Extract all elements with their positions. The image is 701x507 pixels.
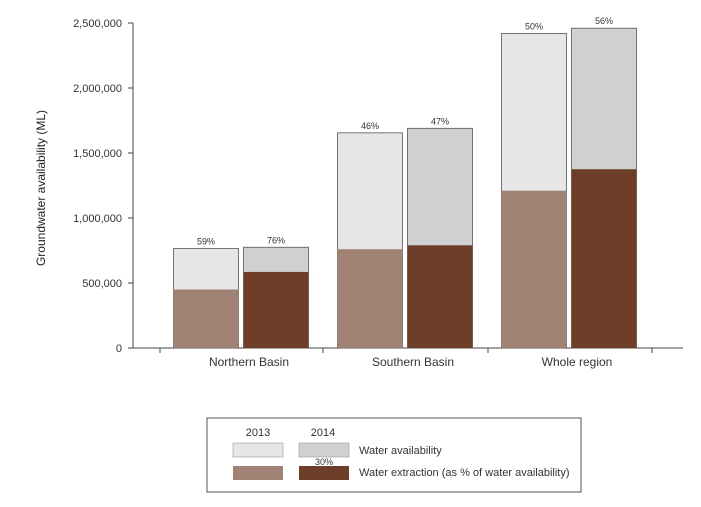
extraction-pct-label: 50% xyxy=(525,21,543,31)
y-tick-label: 1,500,000 xyxy=(73,148,122,160)
bar-extraction-2014 xyxy=(243,271,309,348)
legend-swatch-availability-2013 xyxy=(232,442,284,458)
legend: 2013 2014 Water availability 30% Water e… xyxy=(206,417,582,493)
x-axis: Northern Basin Southern Basin Whole region xyxy=(133,347,683,369)
extraction-pct-label: 56% xyxy=(595,16,613,26)
legend-year-2013: 2013 xyxy=(246,427,270,439)
bars-group: 59% 76% 46% 47% 50% 56% xyxy=(173,16,637,349)
bar-extraction-2013 xyxy=(337,249,403,348)
x-category-label: Northern Basin xyxy=(209,355,289,369)
legend-extraction-label: Water extraction (as % of water availabi… xyxy=(359,467,570,479)
extraction-pct-label: 76% xyxy=(267,235,285,245)
extraction-pct-label: 46% xyxy=(361,121,379,131)
legend-swatch-availability-2014 xyxy=(298,442,350,458)
legend-availability-label: Water availability xyxy=(359,445,442,457)
bar-extraction-2013 xyxy=(173,289,239,348)
y-tick-label: 0 xyxy=(116,343,122,355)
legend-swatch-extraction-2013 xyxy=(233,466,283,480)
bar-extraction-2013 xyxy=(501,190,567,348)
y-axis-label: Groundwater availability (ML) xyxy=(34,110,48,266)
legend-swatch-extraction-2014 xyxy=(299,466,349,480)
legend-example-pct: 30% xyxy=(315,457,333,467)
y-tick-label: 2,500,000 xyxy=(73,18,122,30)
bar-extraction-2014 xyxy=(571,169,637,348)
y-tick-label: 2,000,000 xyxy=(73,83,122,95)
y-tick-label: 1,000,000 xyxy=(73,213,122,225)
x-category-label: Whole region xyxy=(542,355,613,369)
y-axis: 0 500,000 1,000,000 1,500,000 2,000,000 2,500… xyxy=(73,18,134,355)
bar-extraction-2014 xyxy=(407,245,473,348)
extraction-pct-label: 47% xyxy=(431,116,449,126)
x-category-label: Southern Basin xyxy=(372,355,454,369)
y-tick-label: 500,000 xyxy=(82,278,122,290)
extraction-pct-label: 59% xyxy=(197,237,215,247)
legend-year-2014: 2014 xyxy=(311,427,335,439)
